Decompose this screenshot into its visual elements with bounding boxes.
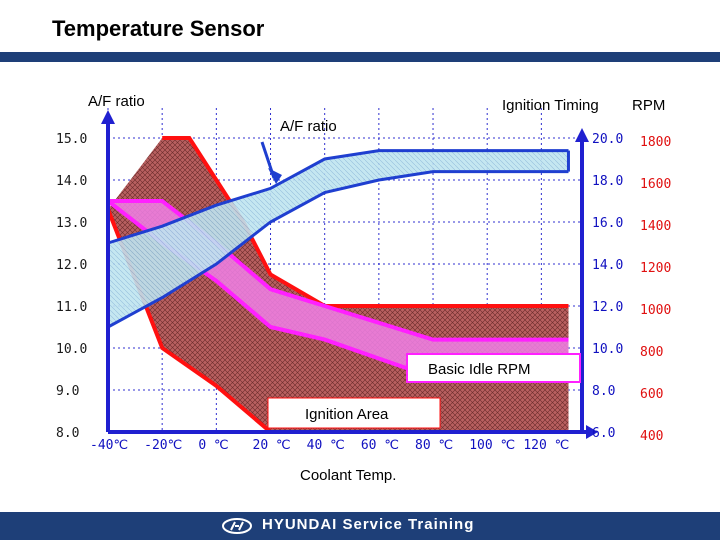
rpm-tick-label: 600 — [640, 387, 663, 402]
ignition-area-annotation: Ignition Area — [305, 406, 389, 423]
idle-rpm-box — [406, 353, 581, 383]
chart-axes — [101, 110, 598, 439]
x-tick-label: 20 ℃ — [253, 438, 291, 453]
left-tick-label: 11.0 — [56, 300, 87, 315]
timing-tick-label: 10.0 — [592, 342, 623, 357]
left-tick-label: 9.0 — [56, 384, 79, 399]
x-tick-label: 0 ℃ — [198, 438, 228, 453]
chart: 15.0 14.0 13.0 12.0 11.0 10.0 9.0 8.0 20.0 18.0 16… — [56, 93, 671, 484]
page-title: Temperature Sensor — [52, 16, 265, 41]
rpm-tick-label: 1000 — [640, 303, 671, 318]
timing-tick-label: 12.0 — [592, 300, 623, 315]
rpm-tick-label: 400 — [640, 429, 663, 444]
timing-tick-label: 6.0 — [592, 426, 615, 441]
rpm-tick-label: 1800 — [640, 135, 671, 150]
left-tick-label: 12.0 — [56, 258, 87, 273]
left-tick-label: 8.0 — [56, 426, 79, 441]
rpm-tick-label: 1400 — [640, 219, 671, 234]
left-tick-label: 14.0 — [56, 174, 87, 189]
timing-tick-label: 16.0 — [592, 216, 623, 231]
af-annotation-arrowhead — [268, 168, 282, 184]
timing-tick-label: 18.0 — [592, 174, 623, 189]
timing-tick-label: 20.0 — [592, 132, 623, 147]
chart-ticks: 15.0 14.0 13.0 12.0 11.0 10.0 9.0 8.0 20.0 18.0 16… — [56, 132, 671, 453]
footer-bar: HYUNDAI Service Training — [0, 512, 720, 540]
ignition-area-box — [267, 397, 441, 429]
rpm-tick-label: 1600 — [640, 177, 671, 192]
rpm-tick-label: 800 — [640, 345, 663, 360]
idle-rpm-upper-edge — [108, 199, 569, 342]
left-tick-label: 10.0 — [56, 342, 87, 357]
af-ratio-upper-line — [107, 149, 569, 245]
x-tick-label: 60 ℃ — [361, 438, 399, 453]
title-divider — [0, 52, 720, 62]
right-axis-label-timing: Ignition Timing — [502, 97, 599, 114]
left-axis-label: A/F ratio — [88, 93, 145, 110]
timing-tick-label: 8.0 — [592, 384, 615, 399]
x-tick-label: 120 ℃ — [523, 438, 569, 453]
left-tick-label: 15.0 — [56, 132, 87, 147]
rpm-tick-label: 1200 — [640, 261, 671, 276]
x-tick-label: 40 ℃ — [307, 438, 345, 453]
af-ratio-band — [108, 150, 569, 327]
x-tick-label: 100 ℃ — [469, 438, 515, 453]
right-axis-label-rpm: RPM — [632, 97, 665, 114]
x-tick-label: -20℃ — [144, 438, 182, 453]
x-tick-label: 80 ℃ — [415, 438, 453, 453]
idle-rpm-annotation: Basic Idle RPM — [428, 361, 531, 378]
af-ratio-lower-line — [107, 170, 569, 329]
hyundai-logo-icon — [222, 518, 252, 534]
chart-bands — [106, 136, 570, 434]
af-curve-annotation: A/F ratio — [280, 118, 337, 135]
left-tick-label: 13.0 — [56, 216, 87, 231]
x-axis-label: Coolant Temp. — [300, 467, 396, 484]
timing-tick-label: 14.0 — [592, 258, 623, 273]
x-tick-label: -40℃ — [90, 438, 128, 453]
right-axis-arrow — [575, 128, 589, 142]
x-axis-arrow — [586, 425, 598, 439]
footer-brand: HYUNDAI Service Training — [262, 516, 475, 533]
left-axis-arrow — [101, 110, 115, 124]
